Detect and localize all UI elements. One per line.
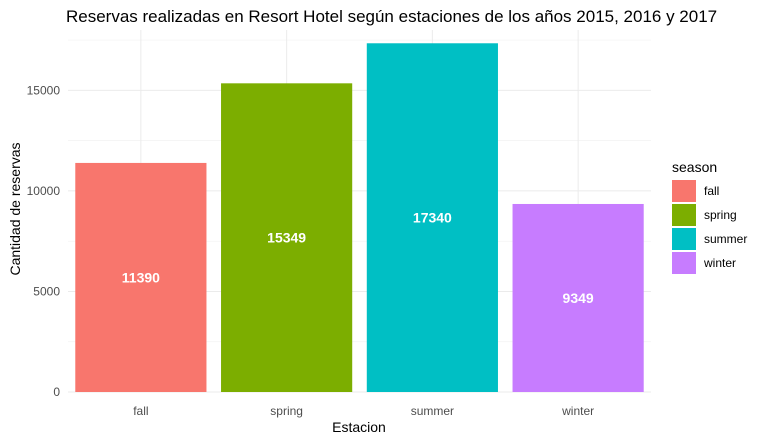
bar-data-label: 15349 (267, 230, 306, 246)
x-axis-title: Estacion (332, 419, 386, 435)
legend-entry-label: fall (704, 184, 719, 198)
legend-swatch (672, 180, 696, 202)
y-tick-label: 10000 (27, 184, 61, 198)
bar-winter (512, 203, 644, 392)
x-tick-label: summer (411, 404, 454, 418)
x-tick-label: winter (561, 404, 594, 418)
bar-data-label: 11390 (122, 269, 160, 285)
x-tick-labels: fall spring summer winter (133, 404, 594, 418)
y-axis-title: Cantidad de reservas (7, 142, 23, 275)
legend-swatch (672, 204, 696, 226)
legend-entry-label: spring (704, 208, 737, 222)
bar-spring (221, 83, 353, 393)
bar-fall (75, 162, 207, 392)
x-tick-label: fall (133, 404, 148, 418)
legend-title: season (672, 159, 717, 175)
chart-title: Reservas realizadas en Resort Hotel segú… (66, 7, 717, 26)
y-tick-label: 15000 (27, 83, 61, 97)
legend: season fall spring summer winter (672, 159, 747, 274)
bar-summer (366, 43, 498, 392)
bar-data-label: 9349 (563, 290, 594, 306)
legend-entry-label: summer (704, 232, 747, 246)
legend-swatch (672, 252, 696, 274)
legend-swatch (672, 228, 696, 250)
y-tick-labels: 0 5000 10000 15000 (27, 83, 61, 399)
bars (75, 43, 644, 393)
bar-labels: 11390 15349 17340 9349 (122, 210, 594, 306)
bar-data-label: 17340 (413, 210, 452, 226)
x-tick-label: spring (270, 404, 303, 418)
y-tick-label: 5000 (33, 284, 60, 298)
legend-entry-label: winter (703, 256, 736, 270)
y-tick-label: 0 (53, 385, 60, 399)
